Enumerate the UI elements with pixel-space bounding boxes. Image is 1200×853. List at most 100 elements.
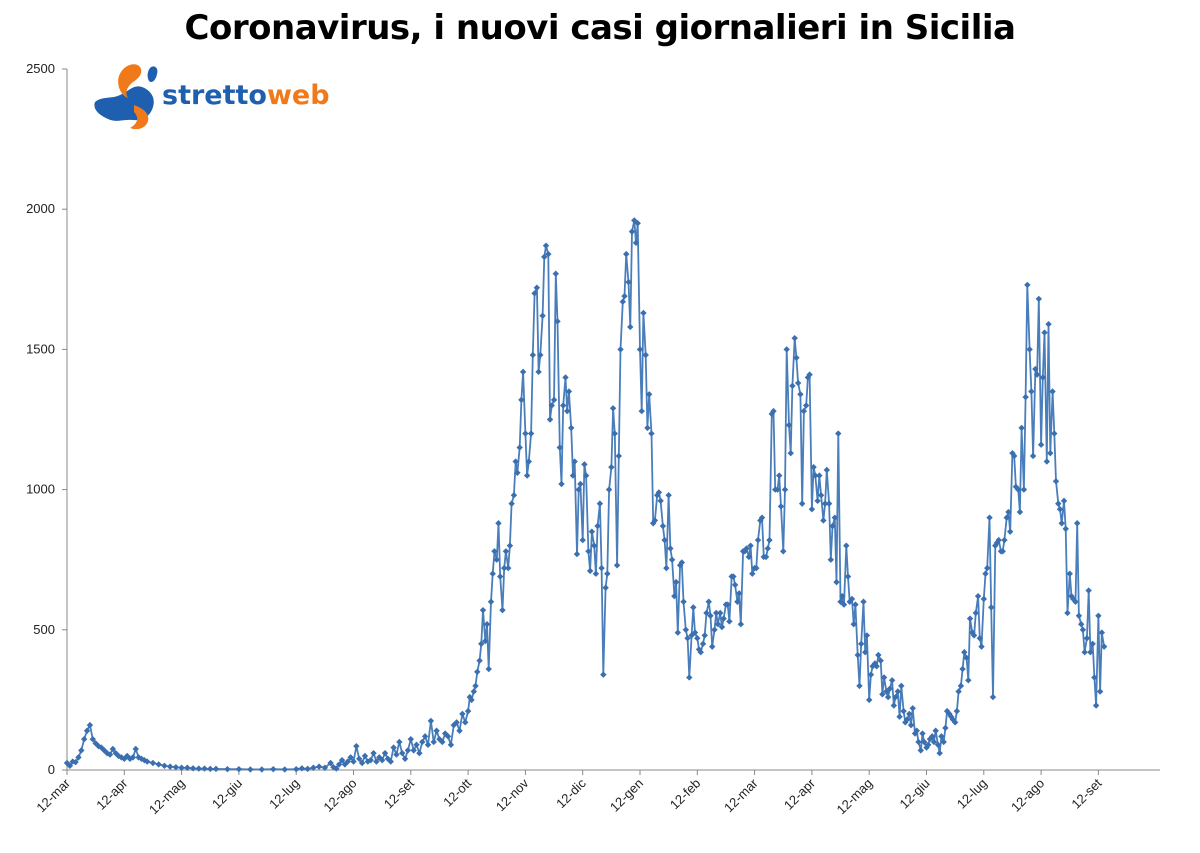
data-point <box>1020 486 1028 493</box>
data-point <box>720 615 727 622</box>
data-point <box>83 727 91 734</box>
data-point <box>839 592 846 600</box>
data-point <box>625 278 632 286</box>
data-point <box>1078 620 1085 628</box>
data-point <box>106 751 114 758</box>
data-point <box>126 755 134 762</box>
data-point <box>367 756 374 764</box>
data-point <box>703 609 710 617</box>
data-point <box>155 761 162 768</box>
data-point <box>1089 640 1096 648</box>
data-point <box>378 756 386 764</box>
data-point <box>523 472 531 479</box>
data-point <box>657 497 664 505</box>
x-tick-label: 12-mag <box>146 776 188 818</box>
data-point <box>829 522 836 530</box>
data-point <box>592 570 600 577</box>
data-point <box>541 253 548 261</box>
data-point <box>810 463 817 471</box>
data-point <box>609 405 617 412</box>
data-point <box>680 598 687 605</box>
data-point <box>356 755 363 762</box>
data-point <box>783 346 790 353</box>
data-point <box>569 472 577 479</box>
data-point <box>902 719 909 726</box>
data-point <box>758 514 766 521</box>
data-point <box>1068 592 1075 600</box>
data-point <box>1073 520 1081 527</box>
data-point <box>825 500 833 507</box>
data-point <box>974 592 982 600</box>
data-point <box>353 742 360 750</box>
data-point <box>1018 424 1025 432</box>
data-point <box>1043 458 1051 465</box>
data-point <box>459 710 466 718</box>
logo-text: strettoweb <box>162 80 330 111</box>
data-point <box>632 239 640 247</box>
series-daily-cases <box>63 217 1108 773</box>
data-point <box>617 346 624 353</box>
data-point <box>785 421 793 429</box>
data-point <box>115 752 122 760</box>
data-point <box>575 486 582 493</box>
data-point <box>840 601 848 608</box>
data-point <box>579 536 586 544</box>
x-tick-label: 12-dic <box>553 775 589 811</box>
data-point <box>644 424 651 432</box>
data-point <box>791 334 798 342</box>
x-tick-label: 12-set <box>381 775 417 811</box>
data-point <box>582 472 590 479</box>
data-point <box>890 702 898 709</box>
series-line <box>66 219 1105 771</box>
data-point <box>1045 320 1052 328</box>
data-point <box>674 629 682 636</box>
data-point <box>407 735 414 743</box>
data-point <box>472 682 479 690</box>
data-point <box>500 564 508 572</box>
data-point <box>92 740 99 747</box>
data-point <box>730 573 737 580</box>
data-point <box>986 514 993 521</box>
data-point <box>866 696 873 704</box>
data-point <box>995 536 1002 544</box>
data-point <box>370 749 377 757</box>
data-point <box>949 716 957 723</box>
data-point <box>694 635 701 642</box>
data-point <box>439 738 446 746</box>
data-point <box>189 765 197 772</box>
data-point <box>936 749 943 757</box>
data-point <box>166 763 174 770</box>
data-point <box>505 564 512 572</box>
data-point <box>802 402 810 409</box>
data-point <box>898 682 905 690</box>
data-point <box>537 351 544 359</box>
data-point <box>89 735 96 743</box>
data-point <box>873 663 880 670</box>
data-point <box>560 402 567 409</box>
data-point <box>596 500 604 507</box>
data-point <box>884 693 892 701</box>
data-point <box>823 466 830 474</box>
data-point <box>903 716 911 723</box>
data-point <box>602 584 609 591</box>
data-point <box>542 242 550 249</box>
data-point <box>1014 486 1022 493</box>
data-point <box>678 559 686 566</box>
data-point <box>745 553 753 561</box>
x-tick-label: 12-set <box>1068 775 1104 811</box>
data-point <box>812 472 819 479</box>
data-point <box>1066 570 1073 577</box>
data-point <box>793 354 800 362</box>
data-point <box>1047 449 1054 457</box>
data-point <box>653 492 661 499</box>
data-point <box>496 573 504 580</box>
data-point <box>965 677 972 684</box>
data-point <box>605 486 613 493</box>
x-tick-label: 12-giu <box>209 776 245 812</box>
data-point <box>1003 514 1010 521</box>
data-point <box>619 298 627 305</box>
data-point <box>600 671 607 678</box>
data-point <box>726 618 733 625</box>
data-point <box>731 581 739 589</box>
data-point <box>456 727 463 734</box>
